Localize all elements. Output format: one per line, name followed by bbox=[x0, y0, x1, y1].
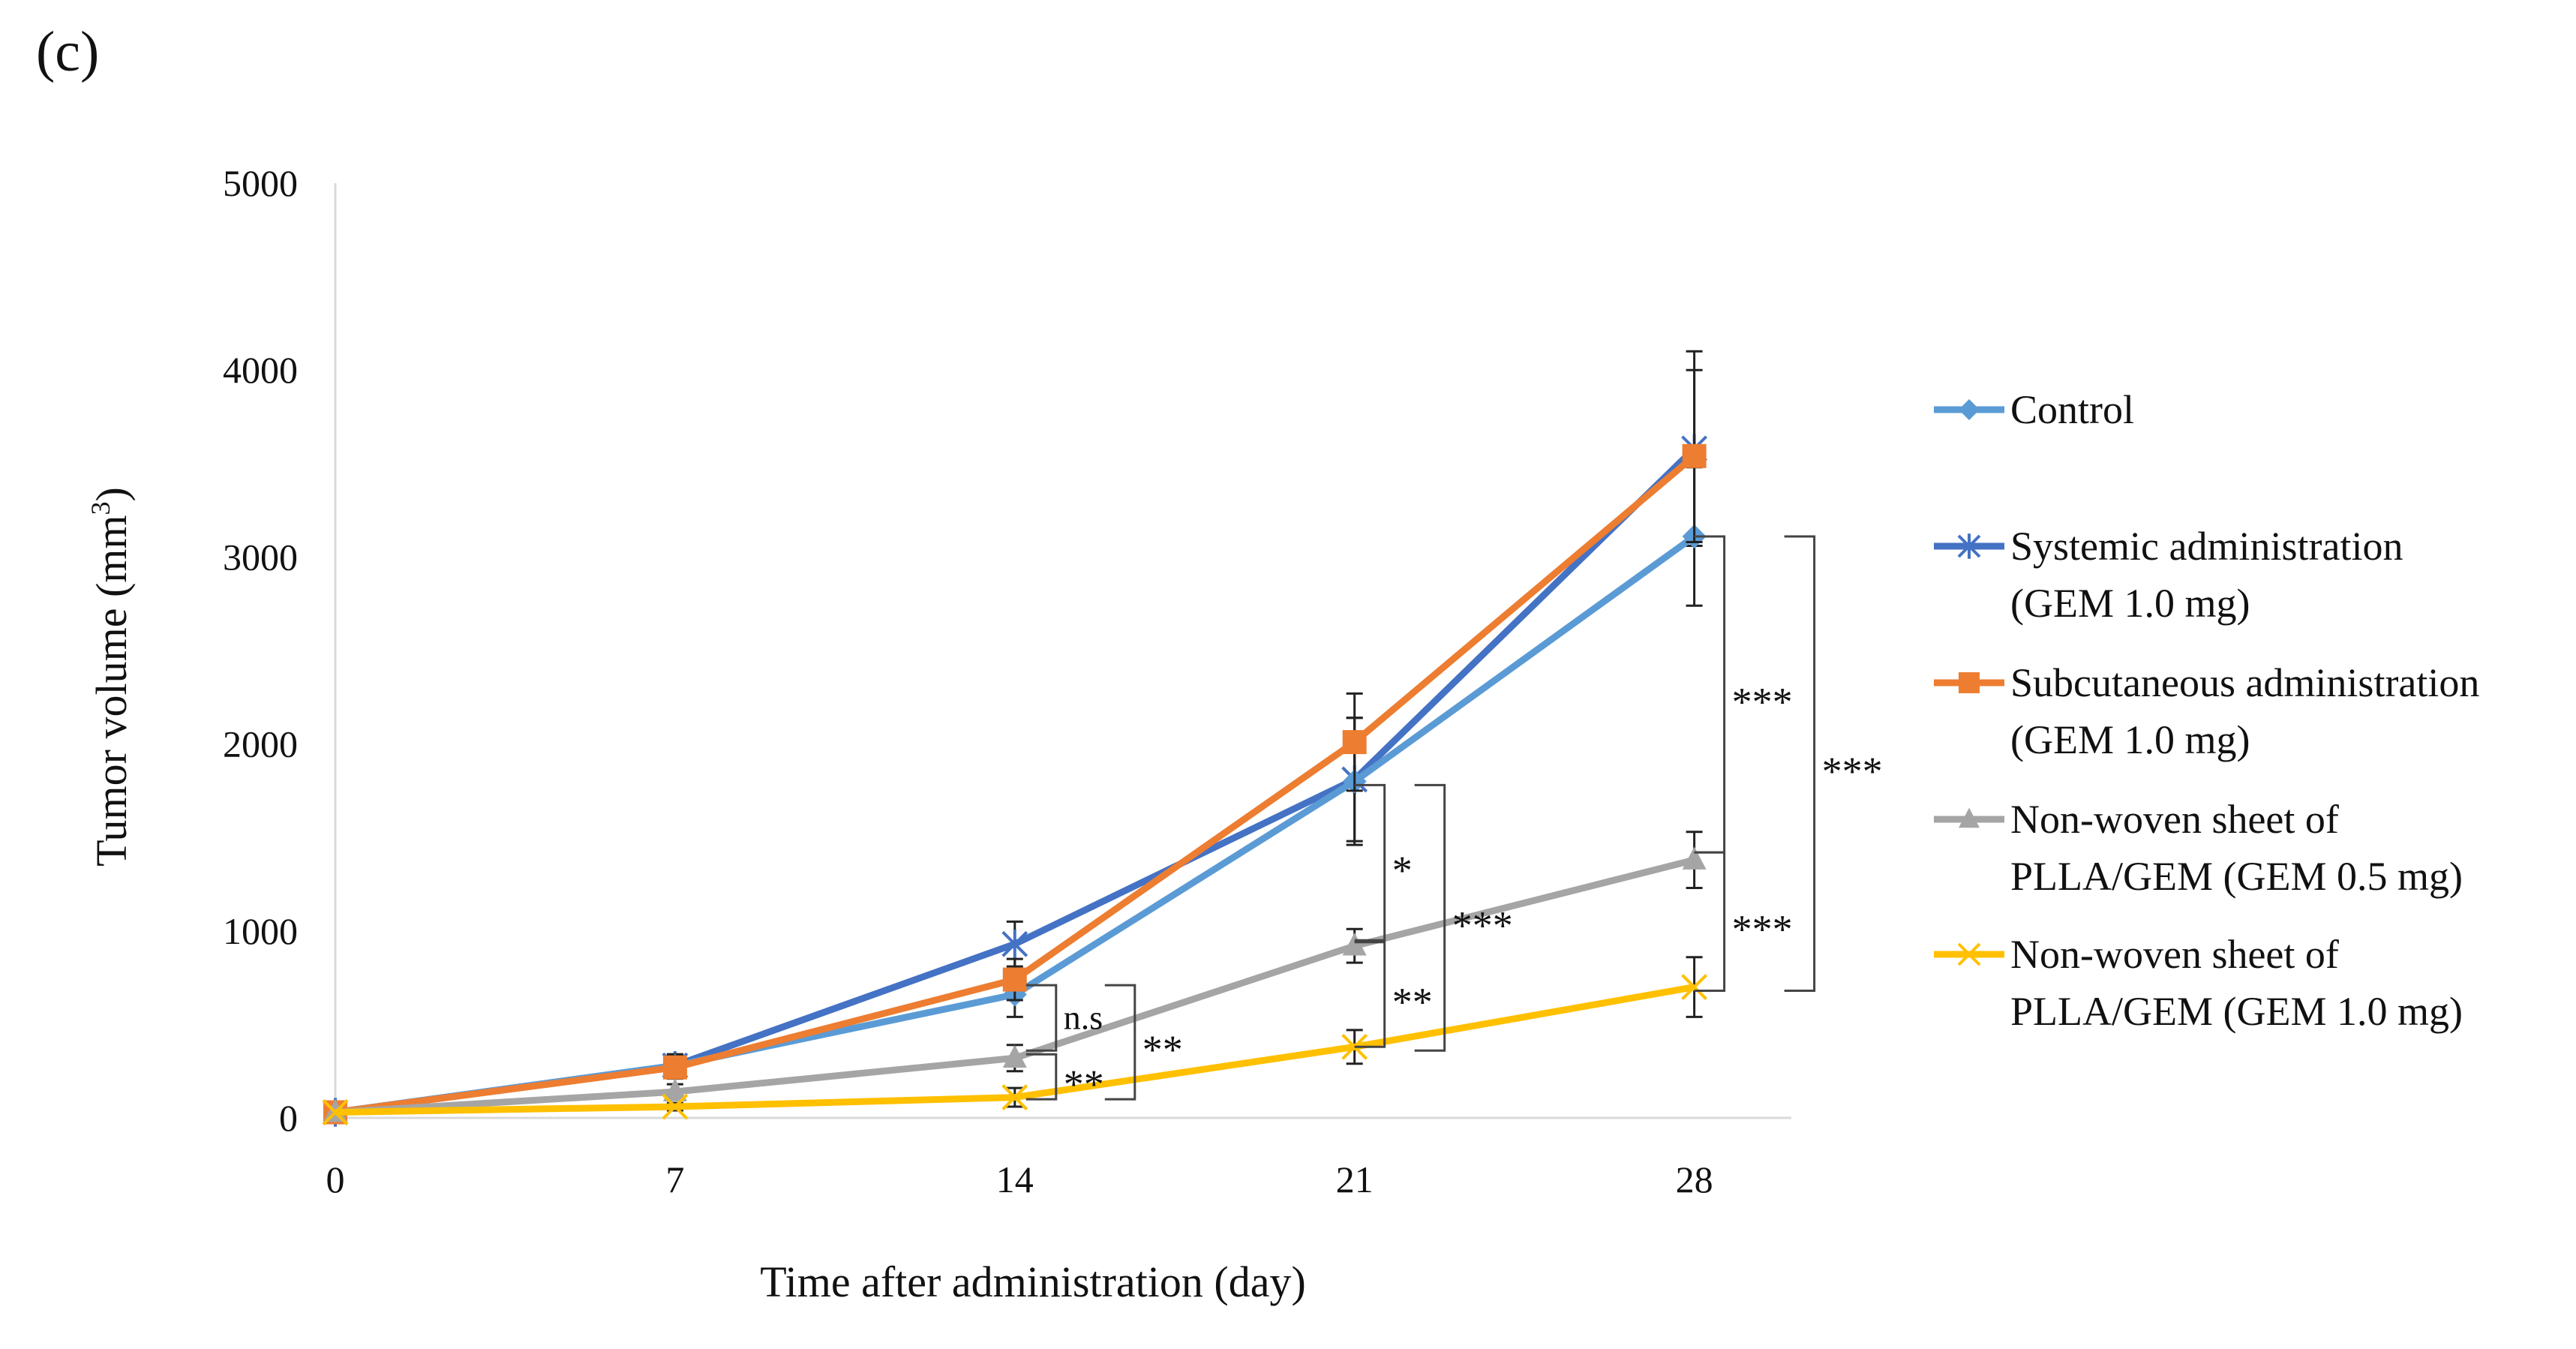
sig-label: *** bbox=[1732, 906, 1793, 951]
series-1 bbox=[323, 466, 1707, 1125]
sig-bracket: *** bbox=[1694, 535, 1793, 854]
marker-stroke bbox=[1957, 942, 1981, 966]
sig-label: ** bbox=[1142, 1027, 1183, 1072]
bracket-line bbox=[1025, 984, 1058, 1052]
legend-label: PLLA/GEM (GEM 0.5 mg) bbox=[2010, 854, 2463, 899]
series-4 bbox=[322, 956, 1708, 1125]
legend-item: Subcutaneous administration (GEM 1.0 mg) bbox=[1934, 660, 2479, 762]
sig-bracket: *** bbox=[1694, 851, 1793, 993]
x-axis-title: Time after administration (day) bbox=[760, 1257, 1306, 1306]
legend-swatch-marker bbox=[1959, 807, 1980, 828]
legend-item: Control bbox=[1934, 387, 2134, 432]
marker-stroke bbox=[662, 1093, 689, 1120]
legend-label: Control bbox=[2010, 387, 2134, 432]
data-point bbox=[662, 1055, 687, 1080]
data-point bbox=[662, 1078, 687, 1101]
y-axis-title-close: ) bbox=[87, 487, 136, 501]
series-group bbox=[322, 350, 1708, 1127]
sig-bracket: ** bbox=[1354, 941, 1433, 1048]
series-2 bbox=[323, 368, 1707, 1125]
x-tick-label: 7 bbox=[665, 1158, 684, 1200]
data-point bbox=[1001, 930, 1028, 959]
bracket-line bbox=[1354, 941, 1386, 1048]
data-point bbox=[1002, 967, 1027, 992]
sig-label: ** bbox=[1392, 980, 1433, 1025]
legend-label: PLLA/GEM (GEM 1.0 mg) bbox=[2010, 989, 2463, 1034]
x-tick-label: 21 bbox=[1336, 1158, 1374, 1200]
legend-item: Non-woven sheet of PLLA/GEM (GEM 1.0 mg) bbox=[1934, 932, 2463, 1034]
data-point bbox=[1682, 846, 1707, 870]
legend-swatch-marker bbox=[1957, 533, 1981, 559]
axes: 0 1000 2000 3000 4000 5000 0 7 14 21 28 bbox=[223, 162, 1791, 1200]
legend-item: Non-woven sheet of PLLA/GEM (GEM 0.5 mg) bbox=[1934, 797, 2463, 899]
bracket-line bbox=[1414, 783, 1446, 1052]
sig-bracket: * bbox=[1354, 783, 1413, 942]
bracket-line bbox=[1025, 1053, 1058, 1101]
bracket-line bbox=[1784, 535, 1816, 993]
data-point bbox=[322, 1099, 349, 1125]
legend-label: Subcutaneous administration bbox=[2010, 660, 2479, 705]
data-point bbox=[1002, 1044, 1027, 1068]
legend-label: (GEM 1.0 mg) bbox=[2010, 581, 2250, 626]
sig-bracket: ** bbox=[1025, 1053, 1104, 1107]
y-tick-label: 1000 bbox=[223, 910, 298, 952]
y-axis-title-superscript: 3 bbox=[86, 501, 116, 515]
legend-label: Non-woven sheet of bbox=[2010, 797, 2339, 842]
sig-label: * bbox=[1392, 848, 1413, 893]
marker-stroke bbox=[1001, 1084, 1028, 1111]
legend-item: Systemic administration (GEM 1.0 mg) bbox=[1934, 524, 2403, 626]
x-tick-label: 14 bbox=[996, 1158, 1034, 1200]
bracket-line bbox=[1694, 851, 1726, 993]
sig-label: n.s bbox=[1064, 999, 1103, 1037]
y-tick-label: 2000 bbox=[223, 723, 298, 765]
data-point bbox=[1682, 443, 1707, 468]
marker-stroke bbox=[1681, 974, 1708, 1000]
y-tick-label: 3000 bbox=[223, 536, 298, 578]
data-point bbox=[1681, 974, 1708, 1000]
legend-label: Non-woven sheet of bbox=[2010, 932, 2339, 977]
x-tick-label: 0 bbox=[326, 1158, 345, 1200]
marker-stroke bbox=[322, 1099, 349, 1125]
sig-label: ** bbox=[1064, 1062, 1104, 1107]
sig-bracket: ** bbox=[1104, 984, 1183, 1101]
sig-label: *** bbox=[1732, 680, 1793, 725]
y-axis-title-main: Tumor volume (mm bbox=[87, 515, 136, 866]
x-tick-label: 28 bbox=[1676, 1158, 1713, 1200]
significance-annotations: n.s******************* bbox=[1025, 535, 1883, 1107]
legend: Control Systemic administration (GEM 1.0 m… bbox=[1934, 387, 2479, 1034]
legend-label: (GEM 1.0 mg) bbox=[2010, 717, 2250, 762]
bracket-line bbox=[1104, 984, 1136, 1101]
data-point bbox=[662, 1093, 689, 1120]
data-point bbox=[1342, 933, 1367, 956]
series-3 bbox=[323, 831, 1707, 1122]
legend-swatch-marker bbox=[1957, 942, 1981, 966]
y-axis-title: Tumor volume (mm3) bbox=[86, 487, 136, 867]
y-tick-label: 0 bbox=[279, 1097, 298, 1139]
data-point bbox=[1001, 1084, 1028, 1111]
legend-swatch-marker bbox=[1959, 672, 1980, 693]
legend-label: Systemic administration bbox=[2010, 524, 2403, 569]
y-tick-label: 5000 bbox=[223, 162, 298, 204]
bracket-line bbox=[1694, 535, 1726, 854]
panel-label: (c) bbox=[36, 20, 99, 83]
sig-bracket: n.s bbox=[1025, 984, 1103, 1052]
legend-swatch-marker bbox=[1959, 399, 1980, 420]
sig-label: *** bbox=[1452, 903, 1513, 948]
y-tick-label: 4000 bbox=[223, 349, 298, 391]
sig-bracket: *** bbox=[1784, 535, 1883, 993]
data-point bbox=[1342, 730, 1367, 755]
sig-bracket: *** bbox=[1414, 783, 1513, 1052]
bracket-line bbox=[1354, 783, 1386, 942]
sig-label: *** bbox=[1822, 749, 1883, 794]
